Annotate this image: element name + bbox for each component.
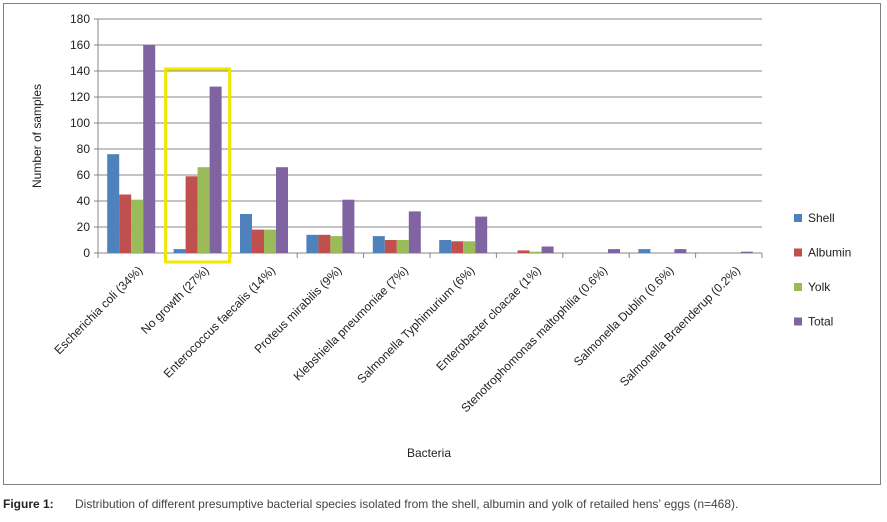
bar-yolk bbox=[197, 167, 210, 253]
bar-shell bbox=[439, 240, 452, 253]
bar-total bbox=[740, 251, 753, 253]
bar-shell bbox=[638, 249, 651, 253]
highlight-box bbox=[164, 67, 232, 264]
legend-swatch-albumin bbox=[794, 248, 802, 257]
bar-albumin bbox=[252, 229, 264, 253]
bar-albumin bbox=[451, 241, 464, 253]
y-tick-label: 0 bbox=[83, 246, 90, 260]
figure-caption: Figure 1: Distribution of different presu… bbox=[3, 497, 738, 511]
y-tick-label: 80 bbox=[77, 142, 91, 156]
bar-yolk bbox=[330, 236, 343, 253]
x-category-label: Stenotrophomonas maltophilia (0.6%) bbox=[458, 263, 610, 415]
y-tick-label: 120 bbox=[70, 90, 90, 104]
y-tick-label: 20 bbox=[77, 220, 91, 234]
y-tick-label: 160 bbox=[70, 38, 90, 52]
bar-total bbox=[541, 246, 554, 253]
bar-shell bbox=[372, 236, 385, 253]
x-category-label: Escherichia coli (34%) bbox=[51, 263, 145, 357]
bar-yolk bbox=[396, 240, 409, 253]
bar-total bbox=[342, 199, 355, 253]
bar-shell bbox=[240, 214, 252, 253]
bar-total bbox=[276, 167, 288, 253]
legend-label-yolk: Yolk bbox=[808, 280, 831, 294]
legend-swatch-yolk bbox=[794, 283, 802, 291]
bar-albumin bbox=[384, 240, 397, 253]
legend-label-shell: Shell bbox=[808, 211, 835, 225]
caption-text: Distribution of different presumptive ba… bbox=[75, 497, 739, 511]
y-tick-label: 100 bbox=[70, 116, 90, 130]
bar-shell bbox=[173, 249, 186, 253]
y-tick-label: 140 bbox=[70, 64, 90, 78]
bar-albumin bbox=[318, 234, 331, 253]
bar-yolk bbox=[131, 199, 144, 253]
bar-shell bbox=[306, 234, 319, 253]
legend-swatch-shell bbox=[794, 214, 802, 222]
x-category-label: Salmonella Typhimurium (6%) bbox=[354, 263, 477, 386]
x-axis-title: Bacteria bbox=[407, 446, 451, 460]
bar-yolk bbox=[529, 251, 542, 253]
bar-shell bbox=[107, 154, 120, 253]
x-category-label: No growth (27%) bbox=[138, 263, 212, 337]
y-tick-label: 40 bbox=[77, 194, 91, 208]
bar-albumin bbox=[517, 250, 530, 253]
bar-total bbox=[209, 86, 222, 253]
legend-label-albumin: Albumin bbox=[808, 246, 851, 260]
y-tick-label: 60 bbox=[77, 168, 91, 182]
bar-yolk bbox=[264, 229, 276, 253]
y-tick-label: 180 bbox=[70, 12, 90, 26]
y-axis-title: Number of samples bbox=[30, 84, 44, 188]
bar-total bbox=[475, 216, 488, 253]
x-category-label: Salmonella Braenderup (0.2%) bbox=[617, 263, 743, 389]
legend-swatch-total bbox=[794, 317, 802, 326]
caption-label: Figure 1: bbox=[3, 497, 54, 511]
bar-albumin bbox=[119, 194, 132, 253]
x-category-label: Enterococcus faecalis (14%) bbox=[161, 263, 278, 380]
bar-yolk bbox=[463, 241, 476, 253]
bar-total bbox=[143, 45, 156, 253]
legend-label-total: Total bbox=[808, 315, 833, 329]
bar-albumin bbox=[185, 176, 198, 253]
bar-total bbox=[408, 211, 421, 253]
bar-total bbox=[674, 249, 687, 253]
bar-total bbox=[608, 249, 620, 253]
x-category-label: Klebshiella pneumoniae (7%) bbox=[291, 263, 411, 383]
